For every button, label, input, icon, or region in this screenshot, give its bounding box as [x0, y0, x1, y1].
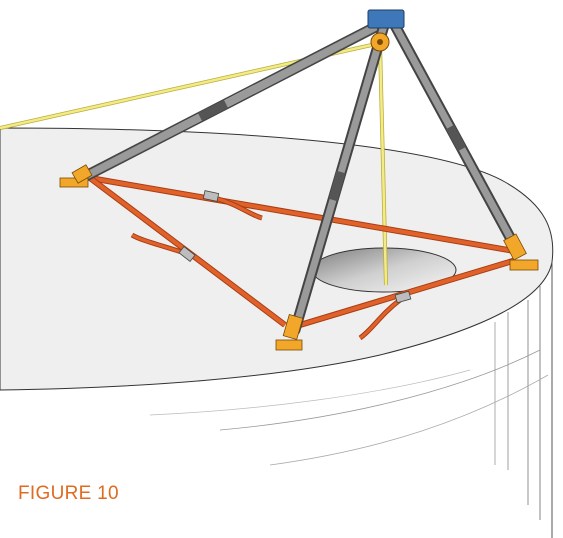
winch-pulley — [367, 9, 405, 52]
tank-roof — [0, 127, 555, 538]
tripod — [76, 14, 524, 336]
tie-down-straps — [88, 175, 521, 341]
leg-feet — [59, 164, 539, 351]
figure-caption: FIGURE 10 — [18, 483, 119, 504]
